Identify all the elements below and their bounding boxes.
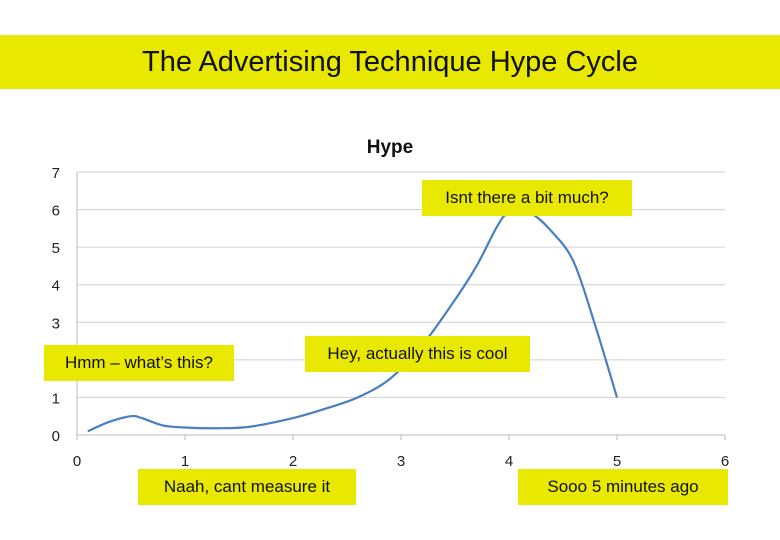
callout-peak: Isnt there a bit much? <box>422 180 632 216</box>
y-tick-label: 7 <box>52 165 60 182</box>
x-tick-label: 1 <box>181 453 189 470</box>
x-tick-label: 2 <box>289 453 297 470</box>
y-tick-label: 1 <box>52 390 60 407</box>
callout-trigger: Hmm – what’s this? <box>44 345 234 381</box>
y-tick-label: 0 <box>52 428 60 445</box>
title-banner <box>0 35 780 89</box>
y-tick-label: 6 <box>52 203 60 220</box>
x-tick-label: 4 <box>505 453 513 470</box>
callout-enlightenment: Hey, actually this is cool <box>305 336 530 372</box>
y-tick-label: 3 <box>52 315 60 332</box>
callout-obsolete: Sooo 5 minutes ago <box>518 469 728 505</box>
y-tick-label: 4 <box>52 278 60 295</box>
chart-title: Hype <box>367 137 413 158</box>
y-tick-label: 5 <box>52 240 60 257</box>
x-tick-label: 3 <box>397 453 405 470</box>
x-tick-label: 5 <box>613 453 621 470</box>
slide-title: The Advertising Technique Hype Cycle <box>142 46 638 78</box>
callout-trough: Naah, cant measure it <box>138 469 356 505</box>
x-tick-label: 0 <box>73 453 81 470</box>
hype-series-line <box>87 210 619 433</box>
x-tick-label: 6 <box>721 453 729 470</box>
